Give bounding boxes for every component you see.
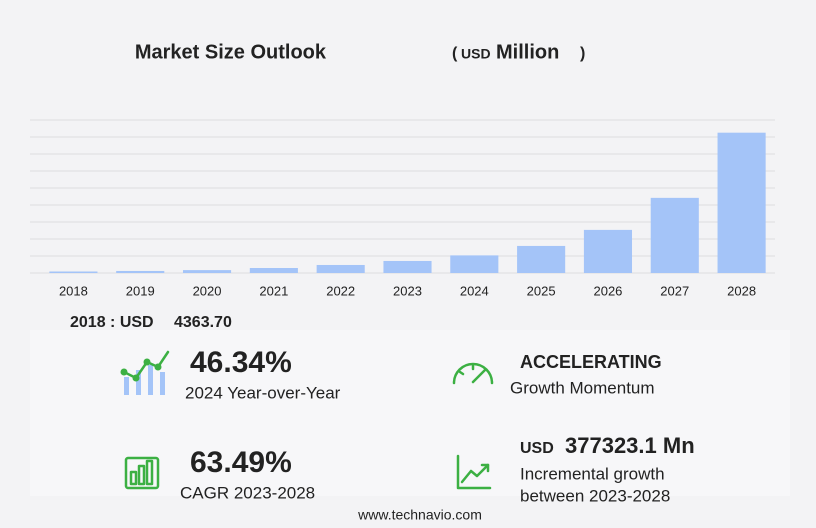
baseline-label: 2018 : USD (70, 314, 154, 331)
momentum-icon (452, 362, 494, 385)
bar (517, 245, 566, 273)
chart-title: Market Size Outlook (135, 41, 327, 63)
stat-value: 46.34% (190, 346, 292, 379)
bar (116, 270, 165, 273)
x-tick-label: 2023 (393, 283, 422, 298)
cagr-icon (124, 456, 160, 490)
stat-caption: 2024 Year-over-Year (185, 383, 341, 402)
stats-panel (30, 330, 790, 496)
bar (650, 197, 699, 273)
x-tick-label: 2020 (193, 283, 222, 298)
bar (316, 264, 365, 273)
title-unit: USD (461, 46, 491, 62)
title-suffix: Million (496, 41, 559, 63)
stat-value: 63.49% (190, 446, 292, 479)
title-open: ( (452, 45, 458, 62)
x-tick-label: 2022 (326, 283, 355, 298)
x-tick-label: 2026 (593, 283, 622, 298)
bar (49, 271, 98, 273)
baseline-value: 4363.70 (174, 314, 232, 331)
x-tick-label: 2019 (126, 283, 155, 298)
footer: www.technavio.com (357, 507, 482, 523)
bar (717, 132, 766, 273)
x-tick-label: 2028 (727, 283, 756, 298)
bar (450, 255, 499, 273)
bar (383, 260, 432, 273)
title-close: ) (580, 45, 585, 62)
yoy-icon (120, 350, 170, 395)
stat-caption: Incremental growth (520, 464, 665, 483)
x-tick-label: 2025 (527, 283, 556, 298)
x-tick-label: 2024 (460, 283, 489, 298)
bar (249, 268, 298, 273)
bar-chart: 2018 2019 2020 2021 2022 2023 2024 2025 2026 2027… (30, 119, 775, 298)
stat-prefix: USD (520, 440, 554, 457)
stat-value: ACCELERATING (520, 352, 662, 372)
bar (182, 270, 232, 273)
x-tick-label: 2018 (59, 283, 88, 298)
stat-value: 377323.1 Mn (565, 433, 695, 458)
x-tick-label: 2027 (660, 283, 689, 298)
x-tick-label: 2021 (259, 283, 288, 298)
stat-caption: Growth Momentum (510, 378, 655, 397)
stat-caption: CAGR 2023-2028 (180, 483, 315, 502)
bar (583, 229, 633, 273)
stat-caption: between 2023-2028 (520, 486, 670, 505)
growth-icon (456, 454, 492, 490)
